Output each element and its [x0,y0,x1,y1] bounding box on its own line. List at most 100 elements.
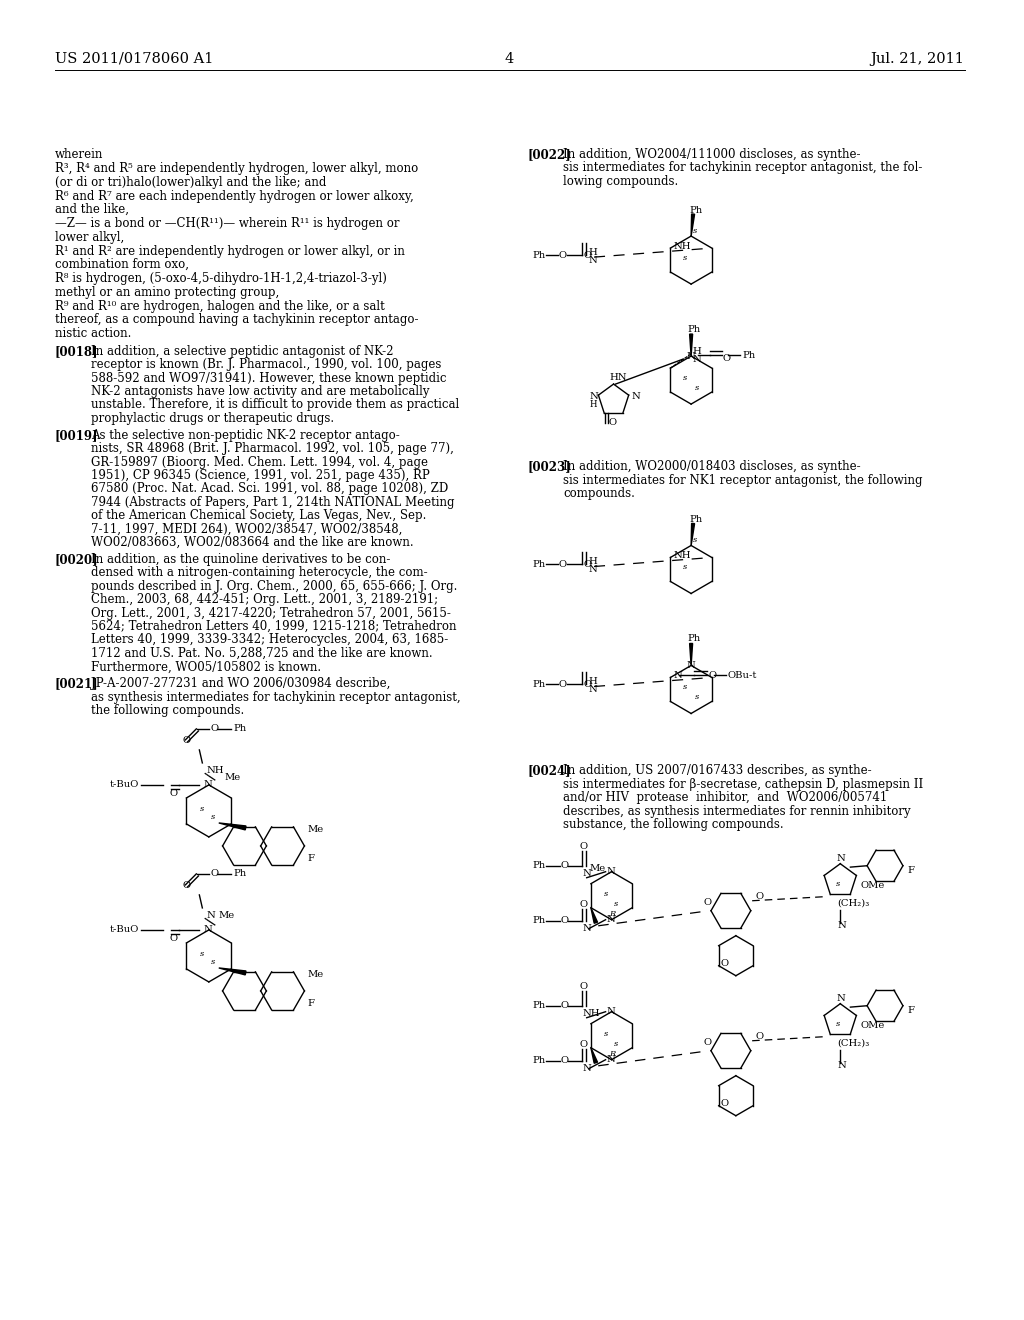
Text: Letters 40, 1999, 3339-3342; Heterocycles, 2004, 63, 1685-: Letters 40, 1999, 3339-3342; Heterocycle… [91,634,449,647]
Text: 7944 (Abstracts of Papers, Part 1, 214th NATIONAL Meeting: 7944 (Abstracts of Papers, Part 1, 214th… [91,496,455,508]
Text: s: s [683,253,687,263]
Text: substance, the following compounds.: substance, the following compounds. [563,818,784,832]
Text: OBu-t: OBu-t [727,671,757,680]
Text: Jul. 21, 2011: Jul. 21, 2011 [870,51,965,66]
Text: Ph: Ph [687,634,700,643]
Text: H: H [589,557,597,566]
Text: 7-11, 1997, MEDI 264), WO02/38547, WO02/38548,: 7-11, 1997, MEDI 264), WO02/38547, WO02/… [91,523,402,536]
Text: In addition, WO2000/018403 discloses, as synthe-: In addition, WO2000/018403 discloses, as… [563,461,861,473]
Text: N: N [692,355,701,363]
Text: O: O [169,935,177,944]
Text: Ph: Ph [532,916,545,925]
Text: [0024]: [0024] [527,764,570,777]
Text: 5624; Tetrahedron Letters 40, 1999, 1215-1218; Tetrahedron: 5624; Tetrahedron Letters 40, 1999, 1215… [91,620,457,634]
Text: O: O [210,870,218,878]
Text: Ph: Ph [532,560,545,569]
Text: and the like,: and the like, [54,203,129,216]
Text: NH: NH [674,550,691,560]
Text: Me: Me [224,774,241,783]
Text: [0019]: [0019] [54,429,98,442]
Text: receptor is known (Br. J. Pharmacol., 1990, vol. 100, pages: receptor is known (Br. J. Pharmacol., 19… [91,358,441,371]
Text: F: F [908,1006,914,1015]
Text: Ph: Ph [742,351,756,359]
Text: pounds described in J. Org. Chem., 2000, 65, 655-666; J. Org.: pounds described in J. Org. Chem., 2000,… [91,579,458,593]
Text: O: O [561,861,569,870]
Text: N: N [838,1061,846,1071]
Text: O: O [756,892,764,902]
Text: s: s [200,805,204,813]
Polygon shape [689,643,692,665]
Text: N: N [589,565,597,574]
Text: NH: NH [674,242,691,251]
Text: and/or HIV  protease  inhibitor,  and  WO2006/005741: and/or HIV protease inhibitor, and WO200… [563,791,888,804]
Text: O: O [584,251,592,260]
Text: N: N [632,392,640,400]
Text: N: N [838,921,846,931]
Text: Me: Me [307,825,324,834]
Text: NH: NH [206,767,224,775]
Text: 4: 4 [505,51,514,66]
Text: In addition, WO2004/111000 discloses, as synthe-: In addition, WO2004/111000 discloses, as… [563,148,861,161]
Text: s: s [683,684,687,692]
Text: N: N [204,780,213,789]
Text: Ph: Ph [233,870,247,878]
Text: As the selective non-peptidic NK-2 receptor antago-: As the selective non-peptidic NK-2 recep… [91,429,399,442]
Text: F: F [307,854,314,863]
Text: O: O [580,982,588,991]
Text: s: s [683,564,687,572]
Polygon shape [591,908,598,923]
Text: sis intermediates for NK1 receptor antagonist, the following: sis intermediates for NK1 receptor antag… [563,474,923,487]
Text: In addition, US 2007/0167433 describes, as synthe-: In addition, US 2007/0167433 describes, … [563,764,872,777]
Text: lowing compounds.: lowing compounds. [563,174,679,187]
Text: [0018]: [0018] [54,345,98,358]
Text: N: N [606,1055,615,1064]
Text: s: s [211,813,215,821]
Text: Ph: Ph [233,725,247,734]
Text: In addition, as the quinoline derivatives to be con-: In addition, as the quinoline derivative… [91,553,390,566]
Text: unstable. Therefore, it is difficult to provide them as practical: unstable. Therefore, it is difficult to … [91,399,460,412]
Text: HN: HN [609,372,627,381]
Text: WO02/083663, WO02/083664 and the like are known.: WO02/083663, WO02/083664 and the like ar… [91,536,414,549]
Text: N: N [206,911,215,920]
Text: NK-2 antagonists have low activity and are metabolically: NK-2 antagonists have low activity and a… [91,385,429,399]
Text: O: O [703,1039,712,1047]
Text: O: O [561,1002,569,1010]
Text: s: s [837,879,841,888]
Text: O: O [559,251,567,260]
Text: R³, R⁴ and R⁵ are independently hydrogen, lower alkyl, mono: R³, R⁴ and R⁵ are independently hydrogen… [54,162,418,176]
Text: O: O [709,671,717,680]
Text: 1951), CP 96345 (Science, 1991, vol. 251, page 435), RP: 1951), CP 96345 (Science, 1991, vol. 251… [91,469,430,482]
Text: s: s [695,693,699,701]
Text: N: N [583,1064,592,1073]
Text: H: H [589,677,597,686]
Text: compounds.: compounds. [563,487,635,500]
Text: nistic action.: nistic action. [54,326,131,339]
Polygon shape [219,968,246,975]
Text: methyl or an amino protecting group,: methyl or an amino protecting group, [54,285,279,298]
Text: JP-A-2007-277231 and WO 2006/030984 describe,: JP-A-2007-277231 and WO 2006/030984 desc… [91,677,390,690]
Text: GR-159897 (Bioorg. Med. Chem. Lett. 1994, vol. 4, page: GR-159897 (Bioorg. Med. Chem. Lett. 1994… [91,455,428,469]
Text: O: O [580,900,588,909]
Text: s: s [200,950,204,958]
Text: s: s [837,1020,841,1028]
Text: s: s [211,958,215,966]
Text: R⁶ and R⁷ are each independently hydrogen or lower alkoxy,: R⁶ and R⁷ are each independently hydroge… [54,190,414,203]
Text: s: s [695,384,699,392]
Text: O: O [561,1056,569,1065]
Text: t-BuO: t-BuO [110,925,139,935]
Text: N: N [686,661,695,671]
Text: of the American Chemical Society, Las Vegas, Nev., Sep.: of the American Chemical Society, Las Ve… [91,510,426,523]
Text: H: H [589,248,597,256]
Text: O: O [608,417,616,426]
Text: Me: Me [218,911,234,920]
Text: N: N [606,915,615,924]
Text: N: N [583,924,592,933]
Text: R: R [609,1049,615,1057]
Text: as synthesis intermediates for tachykinin receptor antagonist,: as synthesis intermediates for tachykini… [91,690,461,704]
Polygon shape [689,334,692,356]
Text: Me: Me [590,865,606,874]
Text: O: O [721,960,729,969]
Text: R⁸ is hydrogen, (5-oxo-4,5-dihydro-1H-1,2,4-triazol-3-yl): R⁸ is hydrogen, (5-oxo-4,5-dihydro-1H-1,… [54,272,387,285]
Text: Furthermore, WO05/105802 is known.: Furthermore, WO05/105802 is known. [91,660,322,673]
Text: densed with a nitrogen-containing heterocycle, the com-: densed with a nitrogen-containing hetero… [91,566,428,579]
